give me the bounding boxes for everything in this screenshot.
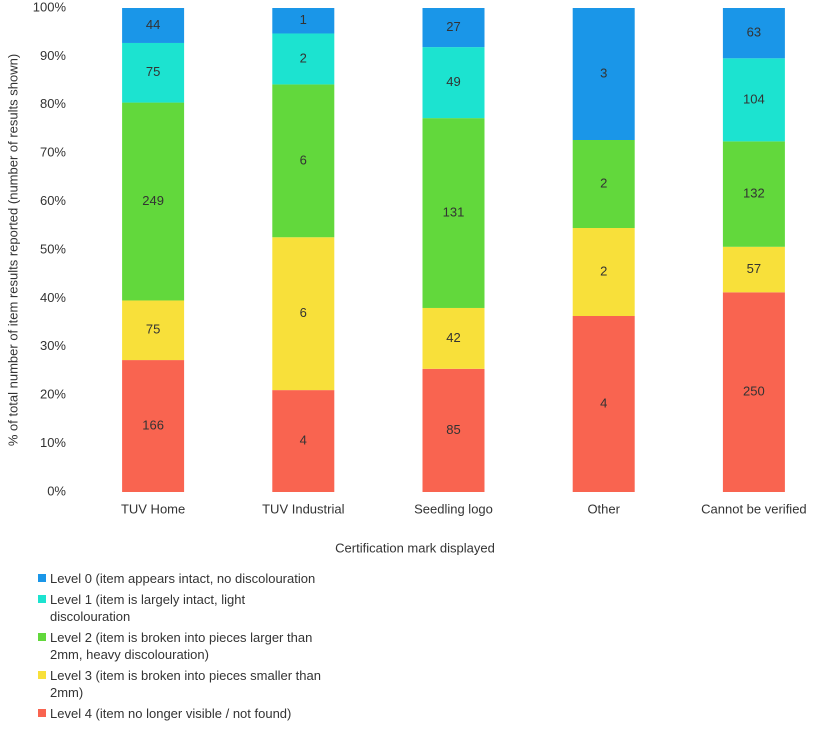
legend-swatch xyxy=(38,633,46,641)
data-label: 27 xyxy=(446,19,460,34)
y-tick-label: 90% xyxy=(40,48,66,63)
legend-label: Level 3 (item is broken into pieces smal… xyxy=(50,668,321,700)
y-tick-label: 10% xyxy=(40,435,66,450)
data-label: 2 xyxy=(300,50,307,65)
bar-segment xyxy=(272,84,335,238)
y-tick-label: 30% xyxy=(40,338,66,353)
data-label: 57 xyxy=(747,261,761,276)
x-tick-label: TUV Industrial xyxy=(262,501,344,516)
bar-segment xyxy=(572,140,635,228)
data-label: 104 xyxy=(743,91,765,106)
y-tick-label: 0% xyxy=(47,483,66,498)
data-label: 131 xyxy=(443,204,465,219)
legend-label: Level 4 (item no longer visible / not fo… xyxy=(50,706,292,721)
data-label: 44 xyxy=(146,17,160,32)
y-tick-label: 80% xyxy=(40,96,66,111)
data-label: 4 xyxy=(300,432,307,447)
bar-segment xyxy=(122,102,185,301)
x-axis-title: Certification mark displayed xyxy=(335,540,495,555)
legend: Level 0 (item appears intact, no discolo… xyxy=(38,570,328,726)
bar-segment xyxy=(422,47,485,119)
legend-swatch xyxy=(38,709,46,717)
bar-segment xyxy=(722,246,785,293)
x-tick-label: Other xyxy=(587,501,620,516)
y-tick-label: 40% xyxy=(40,290,66,305)
data-label: 166 xyxy=(142,417,164,432)
y-tick-label: 100% xyxy=(33,0,67,14)
data-label: 85 xyxy=(446,422,460,437)
x-tick-label: Seedling logo xyxy=(414,501,493,516)
legend-item: Level 1 (item is largely intact, light d… xyxy=(38,591,328,625)
data-label: 249 xyxy=(142,193,164,208)
legend-item: Level 2 (item is broken into pieces larg… xyxy=(38,629,328,663)
bar-segment xyxy=(422,118,485,308)
bar-segment xyxy=(272,390,335,492)
bar-segment xyxy=(722,58,785,142)
data-label: 6 xyxy=(300,152,307,167)
data-label: 2 xyxy=(600,175,607,190)
legend-item: Level 0 (item appears intact, no discolo… xyxy=(38,570,328,587)
legend-swatch xyxy=(38,595,46,603)
bar-segment xyxy=(422,8,485,48)
data-label: 75 xyxy=(146,322,160,337)
y-tick-label: 20% xyxy=(40,387,66,402)
data-label: 1 xyxy=(300,12,307,27)
bar-segment xyxy=(272,33,335,85)
bar-segment xyxy=(122,300,185,361)
y-tick-label: 70% xyxy=(40,145,66,160)
y-axis-title: % of total number of item results report… xyxy=(5,54,20,446)
y-tick-label: 60% xyxy=(40,193,66,208)
bar-segment xyxy=(722,141,785,247)
bar-segment xyxy=(722,292,785,492)
chart: Certification mark displayed % of total … xyxy=(5,0,807,555)
bar-segment xyxy=(722,8,785,59)
legend-swatch xyxy=(38,671,46,679)
data-label: 3 xyxy=(600,65,607,80)
bar-segment xyxy=(122,42,185,103)
data-label: 4 xyxy=(600,395,607,410)
data-label: 49 xyxy=(446,74,460,89)
data-label: 132 xyxy=(743,186,765,201)
legend-item: Level 3 (item is broken into pieces smal… xyxy=(38,667,328,701)
data-label: 2 xyxy=(600,263,607,278)
bar-segment xyxy=(572,8,635,140)
bar-segment xyxy=(572,316,635,492)
y-tick-label: 50% xyxy=(40,241,66,256)
legend-label: Level 1 (item is largely intact, light d… xyxy=(50,592,246,624)
bar-segment xyxy=(122,360,185,492)
bar-segment xyxy=(422,368,485,492)
data-label: 42 xyxy=(446,330,460,345)
legend-label: Level 2 (item is broken into pieces larg… xyxy=(50,630,313,662)
bar-segment xyxy=(422,307,485,369)
bar-segment xyxy=(122,8,185,43)
data-label: 75 xyxy=(146,64,160,79)
data-label: 250 xyxy=(743,384,765,399)
bar-segment xyxy=(272,8,335,34)
data-label: 63 xyxy=(747,25,761,40)
legend-label: Level 0 (item appears intact, no discolo… xyxy=(50,571,316,586)
legend-item: Level 4 (item no longer visible / not fo… xyxy=(38,705,328,722)
x-tick-label: TUV Home xyxy=(121,501,185,516)
bar-segment xyxy=(572,228,635,316)
data-label: 6 xyxy=(300,305,307,320)
bar-segment xyxy=(272,237,335,391)
legend-swatch xyxy=(38,574,46,582)
x-tick-label: Cannot be verified xyxy=(701,501,807,516)
